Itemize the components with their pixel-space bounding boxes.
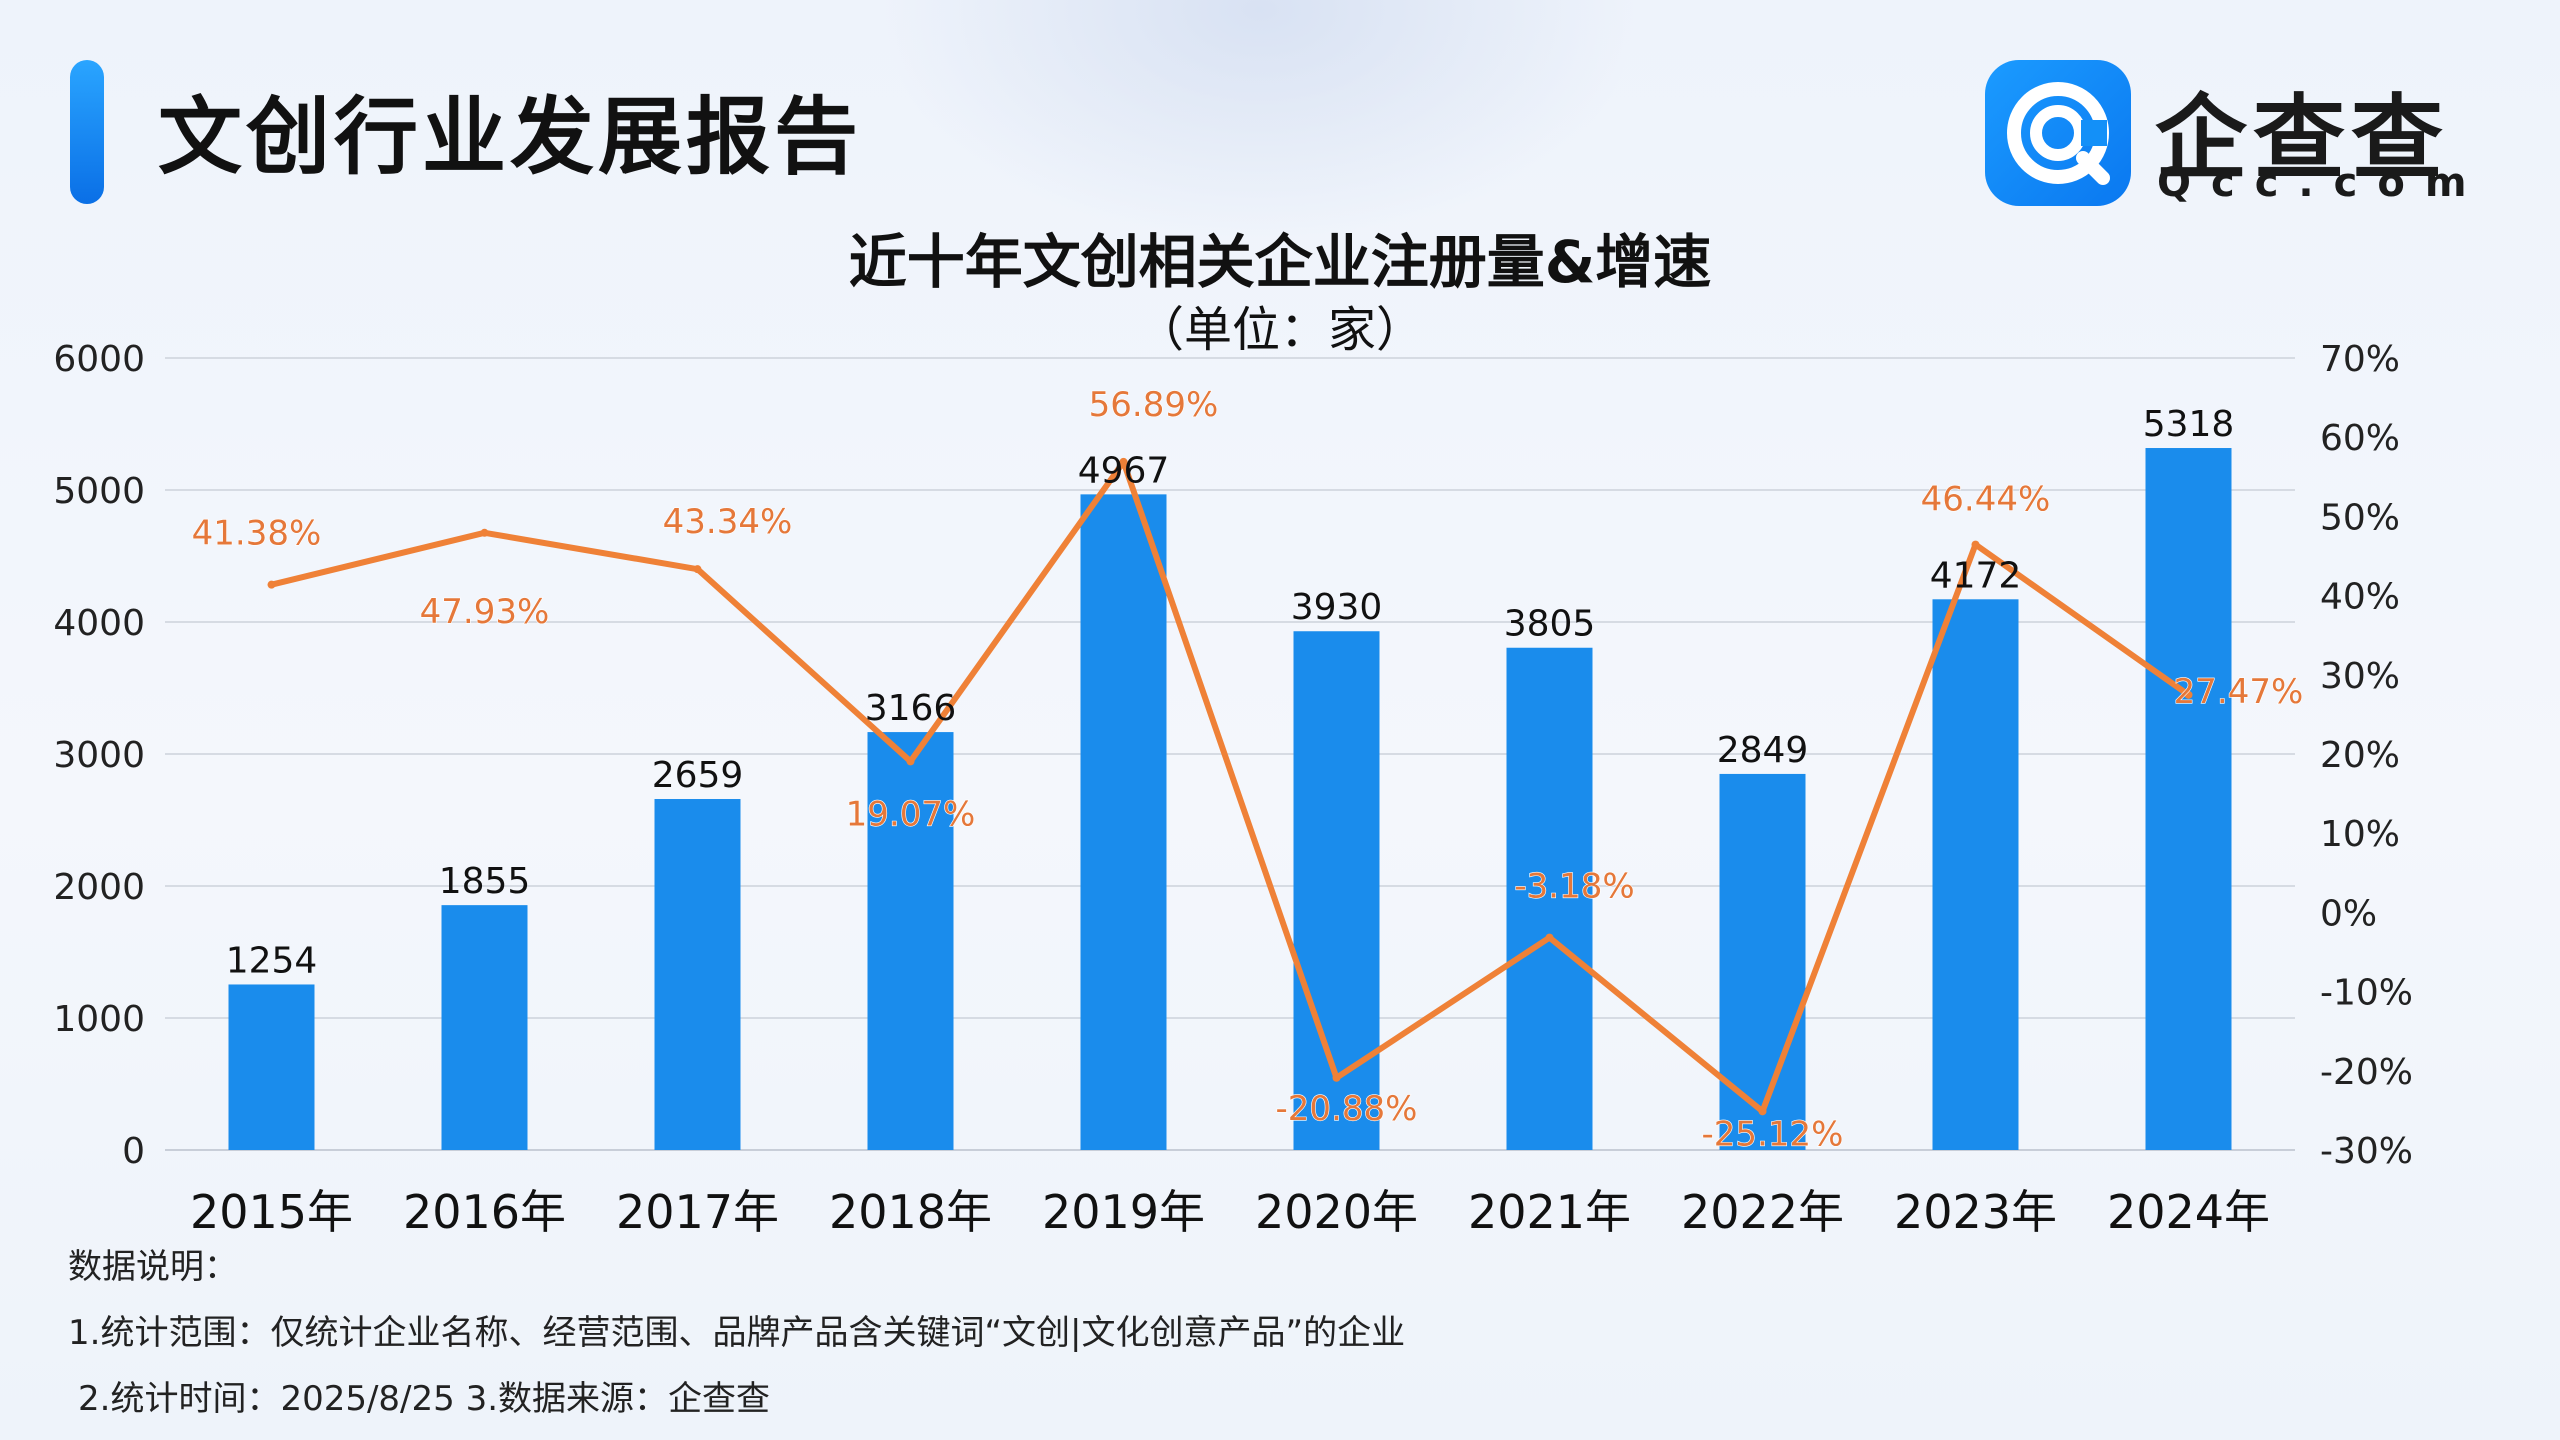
bar-value-label: 4967 [1078,450,1170,491]
y-right-tick-label: 70% [2320,339,2400,380]
bar [441,905,528,1150]
notes-scope: 1.统计范围：仅统计企业名称、经营范围、品牌产品含关键词“文创|文化创意产品”的… [68,1313,1406,1353]
chart-subtitle: （单位：家） [1135,302,1424,358]
rate-value-label: -3.18% [1514,867,1634,907]
bar-value-label: 3805 [1504,604,1596,645]
y-left-tick-label: 6000 [53,339,145,380]
x-tick-label: 2022年 [1681,1185,1844,1239]
notes-source: 2.统计时间：2025/8/25 3.数据来源：企查查 [78,1379,771,1419]
report-title: 文创行业发展报告 [158,88,863,186]
growth-rate-point [693,565,702,574]
growth-rate-point [480,528,489,537]
growth-rate-point [1119,457,1128,466]
y-left-tick-label: 5000 [53,471,145,512]
x-tick-label: 2015年 [190,1185,353,1239]
bar [654,799,741,1150]
bar [1932,599,2019,1150]
rate-value-label: 47.93% [420,592,550,632]
bar-value-label: 3930 [1291,587,1383,628]
bar [1293,631,1380,1150]
bar [1719,773,1806,1150]
data-notes: 数据说明： 1.统计范围：仅统计企业名称、经营范围、品牌产品含关键词“文创|文化… [68,1240,1405,1438]
growth-rate-line [268,458,2192,1115]
chart-title: 近十年文创相关企业注册量&增速 [848,228,1712,296]
x-tick-label: 2016年 [403,1185,566,1239]
rate-value-label: -25.12% [1702,1114,1844,1154]
y-right-tick-label: -10% [2320,973,2413,1014]
logo-name: 企查查 [2155,85,2450,192]
rate-value-label: 43.34% [663,502,793,542]
bar-value-label: 5318 [2143,404,2235,445]
notes-heading: 数据说明： [68,1247,238,1287]
y-right-tick-label: 60% [2320,418,2400,459]
logo-domain: Qcc.com [2157,160,2487,206]
x-tick-label: 2023年 [1894,1185,2057,1239]
growth-rate-point [1332,1073,1341,1082]
y-right-tick-label: 50% [2320,497,2400,538]
y-right-tick-label: 20% [2320,735,2400,776]
bar [867,732,954,1150]
qcc-logo: 企查查 Qcc.com [1985,60,2505,210]
y-right-tick-label: -30% [2320,1131,2413,1172]
bar-value-label: 2849 [1717,730,1809,771]
x-tick-label: 2019年 [1042,1185,1205,1239]
y-left-tick-label: 1000 [53,999,145,1040]
y-left-tick-label: 2000 [53,867,145,908]
y-right-tick-label: -20% [2320,1052,2413,1093]
rate-value-label: 27.47% [2174,672,2304,712]
growth-rate-point [267,580,276,589]
bar-value-label: 1855 [439,861,531,902]
bar [228,984,315,1150]
y-left-tick-label: 4000 [53,603,145,644]
qcc-logo-icon [1985,60,2131,206]
y-right-tick-label: 10% [2320,814,2400,855]
bar-value-label: 4172 [1930,555,2022,596]
registration-chart: 0 1000 2000 3000 4000 5000 6000 -30% -20% -10% 0% 1… [53,339,2413,1239]
x-tick-label: 2018年 [829,1185,992,1239]
x-tick-label: 2024年 [2107,1185,2270,1239]
growth-rate-point [2184,690,2193,699]
bar-value-label: 3166 [865,688,957,729]
growth-rate-point [906,757,915,766]
bar-value-label: 2659 [652,755,744,796]
y-right-tick-label: 40% [2320,577,2400,618]
growth-rate-point [1758,1107,1767,1116]
x-tick-label: 2020年 [1255,1185,1418,1239]
bar [1080,494,1167,1151]
title-accent-bar [70,60,104,204]
x-tick-label: 2017年 [616,1185,779,1239]
bar-value-label: 1254 [226,940,318,981]
bar [2145,448,2232,1150]
growth-rate-point [1545,933,1554,942]
rate-value-label: 56.89% [1089,385,1219,425]
rate-value-label: 19.07% [846,794,976,834]
y-left-tick-label: 0 [122,1131,145,1172]
bar [1506,647,1593,1150]
y-right-tick-label: 0% [2320,893,2377,934]
growth-rate-point [1971,540,1980,549]
y-right-tick-label: 30% [2320,656,2400,697]
rate-value-label: 46.44% [1921,480,2051,520]
rate-value-label: 41.38% [192,514,322,554]
y-left-tick-label: 3000 [53,735,145,776]
rate-value-label: -20.88% [1276,1089,1418,1129]
x-tick-label: 2021年 [1468,1185,1631,1239]
